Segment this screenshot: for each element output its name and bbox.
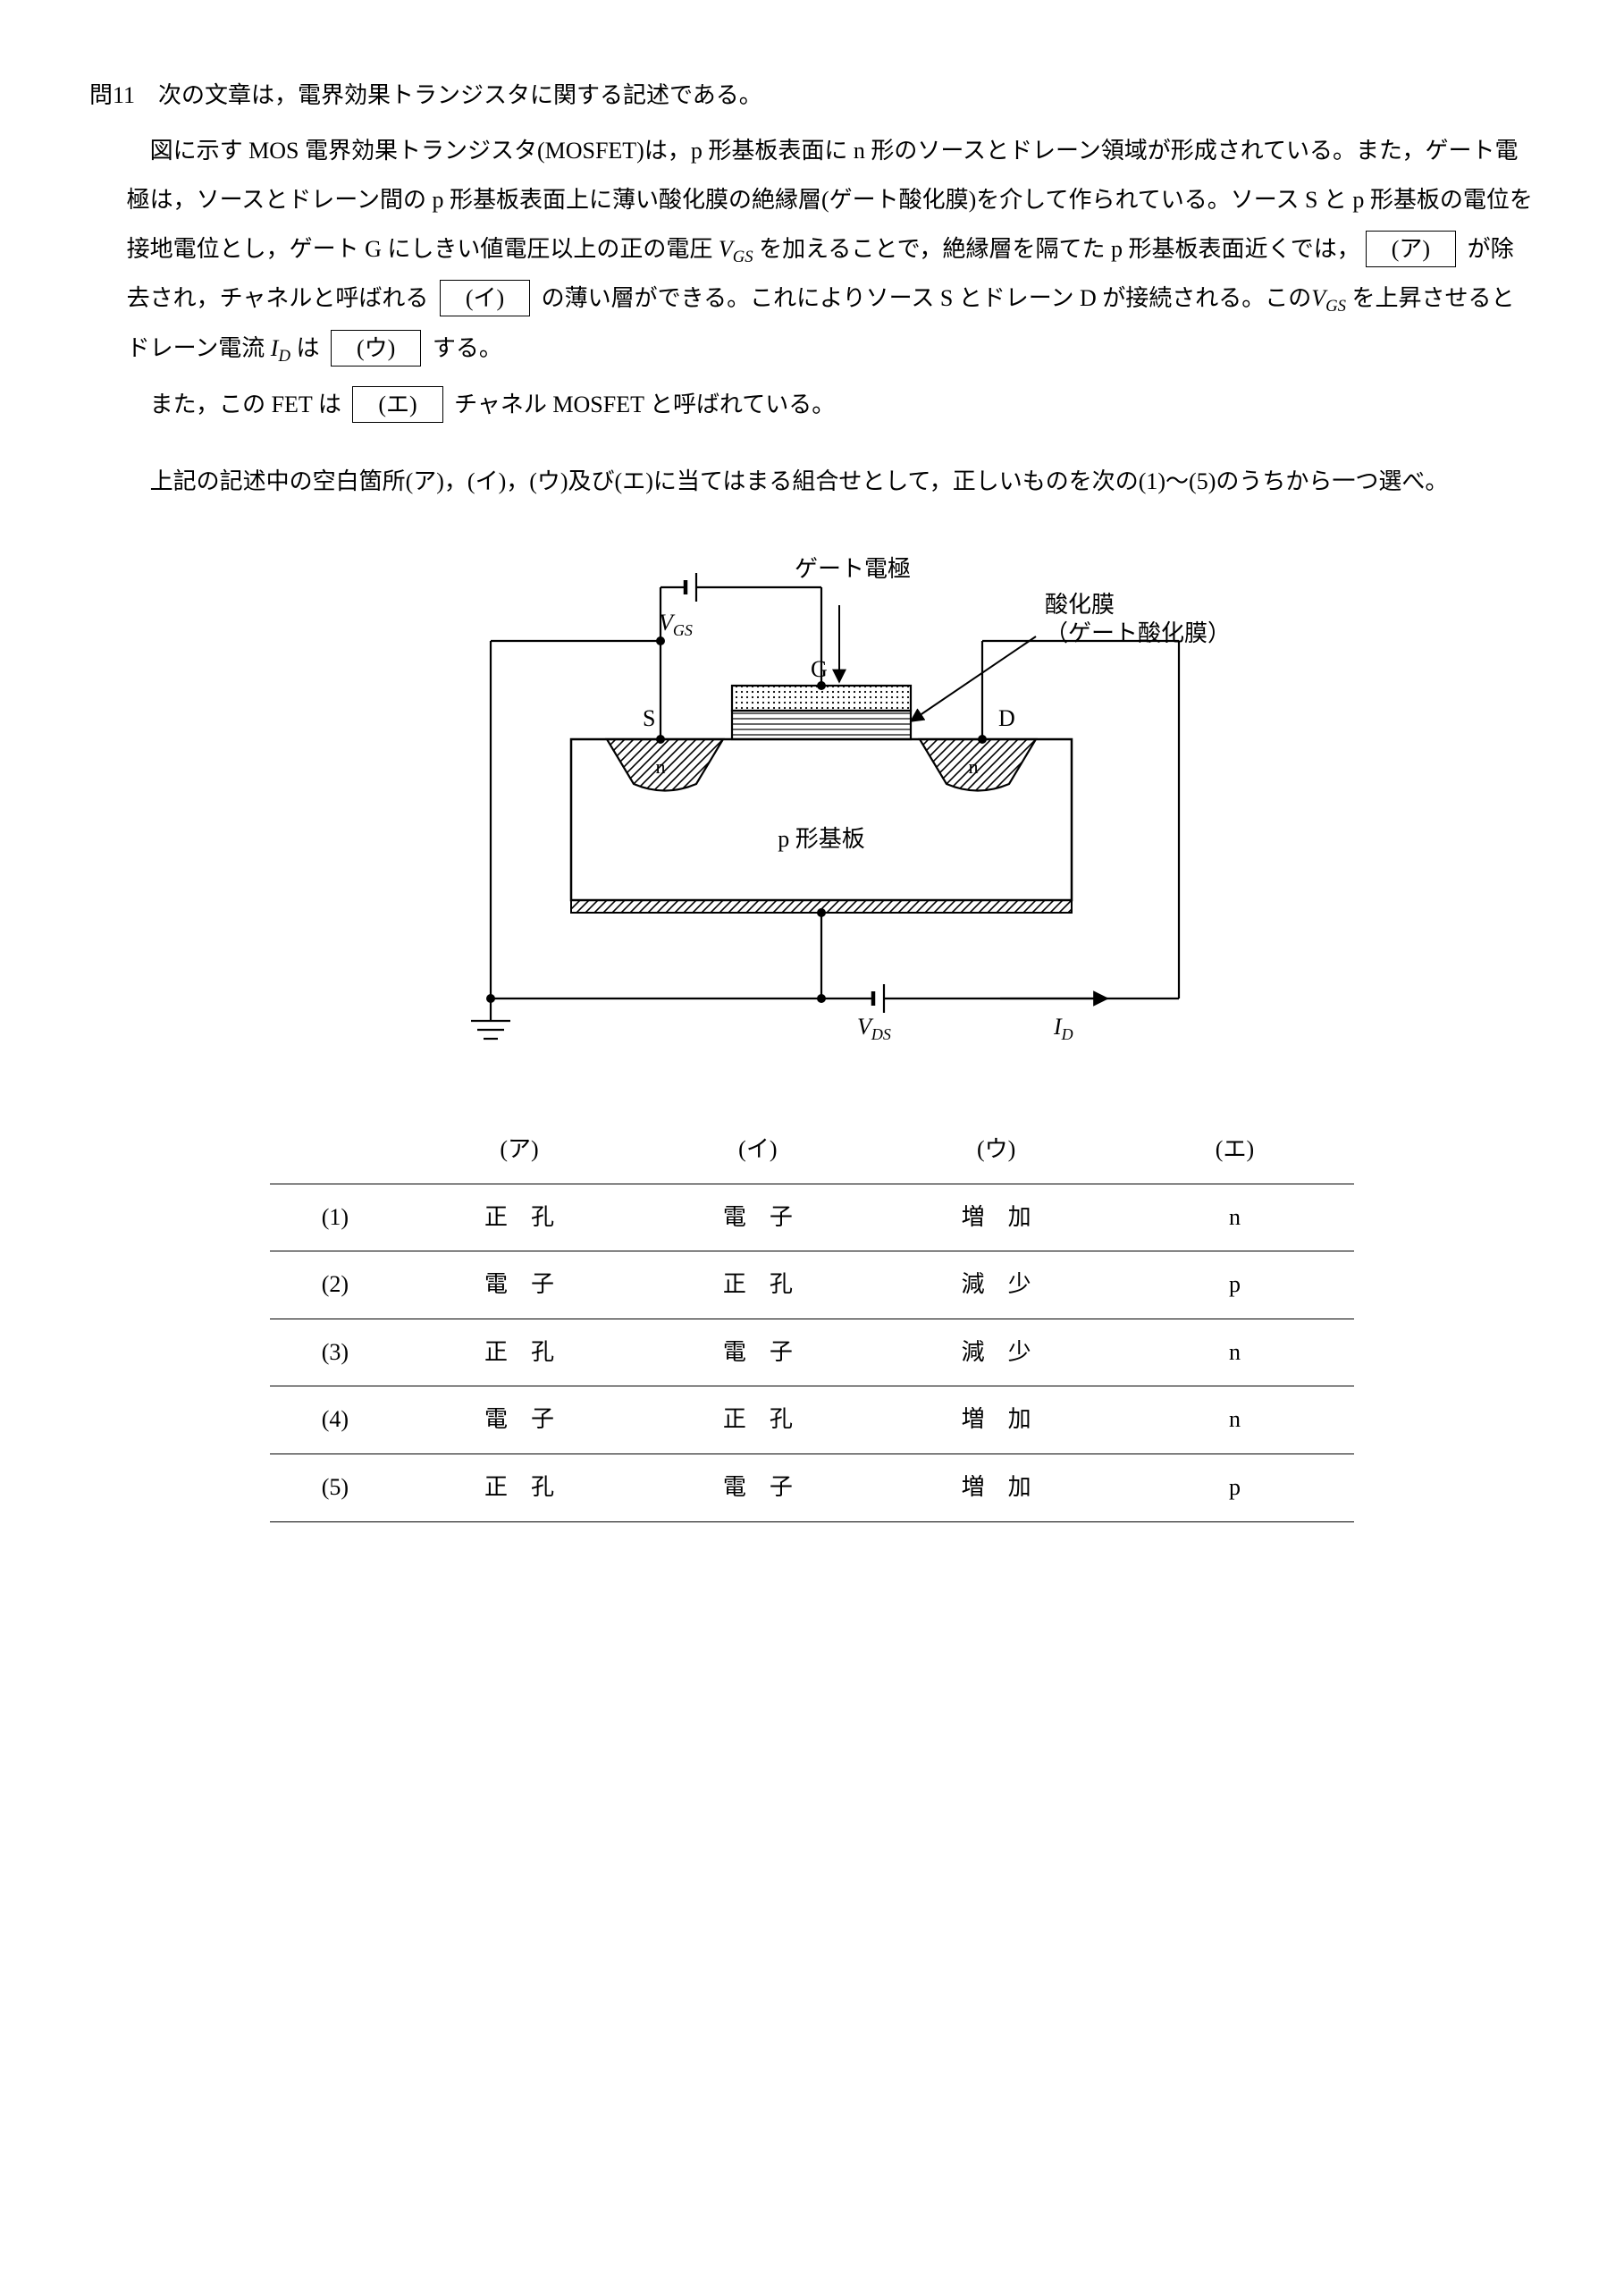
col-e: (エ) [1115, 1116, 1354, 1184]
vgs-sub: GS [733, 248, 753, 266]
vgs-v: V [719, 236, 733, 262]
instruction: 上記の記述中の空白箇所(ア)，(イ)，(ウ)及び(エ)に当てはまる組合せとして，… [127, 458, 1535, 507]
cell-e: n [1115, 1184, 1354, 1251]
gate-electrode-label: ゲート電極 [795, 556, 911, 582]
paragraph-2: また，この FET は (エ) チャネル MOSFET と呼ばれている。 [127, 381, 1535, 430]
cell-u: 増 加 [877, 1184, 1115, 1251]
n-label-source: n [655, 755, 665, 778]
vgs2-v: V [1311, 285, 1325, 311]
table-row: (5)正 孔電 子増 加p [270, 1453, 1354, 1521]
cell-a: 正 孔 [400, 1184, 639, 1251]
cell-a: 正 孔 [400, 1319, 639, 1386]
row-num: (5) [270, 1453, 400, 1521]
p2a: また，この FET は [150, 392, 348, 417]
cell-u: 減 少 [877, 1319, 1115, 1386]
row-num: (4) [270, 1386, 400, 1454]
VGS-label: VGS [659, 610, 693, 639]
cell-i: 電 子 [638, 1453, 877, 1521]
cell-a: 電 子 [400, 1251, 639, 1319]
blank-u: (ウ) [331, 330, 421, 367]
row-num: (2) [270, 1251, 400, 1319]
cell-u: 増 加 [877, 1453, 1115, 1521]
answer-table: (ア) (イ) (ウ) (エ) (1)正 孔電 子増 加n(2)電 子正 孔減 … [270, 1116, 1354, 1522]
vgs2-sub: GS [1325, 297, 1346, 316]
col-a: (ア) [400, 1116, 639, 1184]
row-num: (1) [270, 1184, 400, 1251]
n-label-drain: n [968, 755, 978, 778]
table-row: (2)電 子正 孔減 少p [270, 1251, 1354, 1319]
vgs2-symbol: VGS [1311, 285, 1346, 311]
table-header-row: (ア) (イ) (ウ) (エ) [270, 1116, 1354, 1184]
p2b: チャネル MOSFET と呼ばれている。 [449, 392, 836, 417]
table-row: (3)正 孔電 子減 少n [270, 1319, 1354, 1386]
paragraph-1: 図に示す MOS 電界効果トランジスタ(MOSFET)は，p 形基板表面に n … [127, 127, 1535, 374]
question-lead: 次の文章は，電界効果トランジスタに関する記述である。 [158, 72, 762, 121]
p1d: の薄い層ができる。これによりソース S とドレーン D が接続される。この [535, 285, 1311, 311]
cell-a: 正 孔 [400, 1453, 639, 1521]
vgs-symbol: VGS [719, 236, 753, 262]
cell-i: 電 子 [638, 1184, 877, 1251]
cell-u: 増 加 [877, 1386, 1115, 1454]
VDS-label: VDS [857, 1014, 891, 1043]
cell-e: p [1115, 1251, 1354, 1319]
D-label: D [998, 705, 1015, 731]
row-num: (3) [270, 1319, 400, 1386]
p1f: は [290, 335, 325, 361]
mosfet-figure: n n p 形基板 S G D VGS ゲート電極 酸化膜 （ゲート酸化膜） [89, 534, 1535, 1079]
cell-i: 正 孔 [638, 1386, 877, 1454]
question-title: 問11 次の文章は，電界効果トランジスタに関する記述である。 [89, 72, 1535, 121]
cell-i: 正 孔 [638, 1251, 877, 1319]
cell-e: n [1115, 1319, 1354, 1386]
oxide-label-2: （ゲート酸化膜） [1045, 620, 1231, 646]
cell-e: n [1115, 1386, 1354, 1454]
blank-e: (エ) [352, 386, 442, 423]
p1b: を加えることで，絶縁層を隔てた p 形基板表面近くでは， [753, 236, 1360, 262]
blank-a: (ア) [1366, 231, 1456, 267]
question-number: 問11 [89, 72, 135, 121]
S-label: S [643, 705, 655, 731]
oxide-label-1: 酸化膜 [1045, 592, 1115, 618]
table-row: (1)正 孔電 子増 加n [270, 1184, 1354, 1251]
id-symbol: ID [271, 335, 290, 361]
p1g: する。 [426, 335, 502, 361]
cell-a: 電 子 [400, 1386, 639, 1454]
cell-i: 電 子 [638, 1319, 877, 1386]
table-row: (4)電 子正 孔増 加n [270, 1386, 1354, 1454]
mosfet-svg: n n p 形基板 S G D VGS ゲート電極 酸化膜 （ゲート酸化膜） [374, 534, 1250, 1079]
cell-u: 減 少 [877, 1251, 1115, 1319]
col-i: (イ) [638, 1116, 877, 1184]
substrate-label: p 形基板 [778, 826, 865, 852]
cell-e: p [1115, 1453, 1354, 1521]
ID-label: ID [1053, 1014, 1073, 1043]
id-sub: D [278, 347, 290, 366]
col-u: (ウ) [877, 1116, 1115, 1184]
G-label: G [811, 656, 828, 682]
blank-i: (イ) [440, 280, 530, 316]
